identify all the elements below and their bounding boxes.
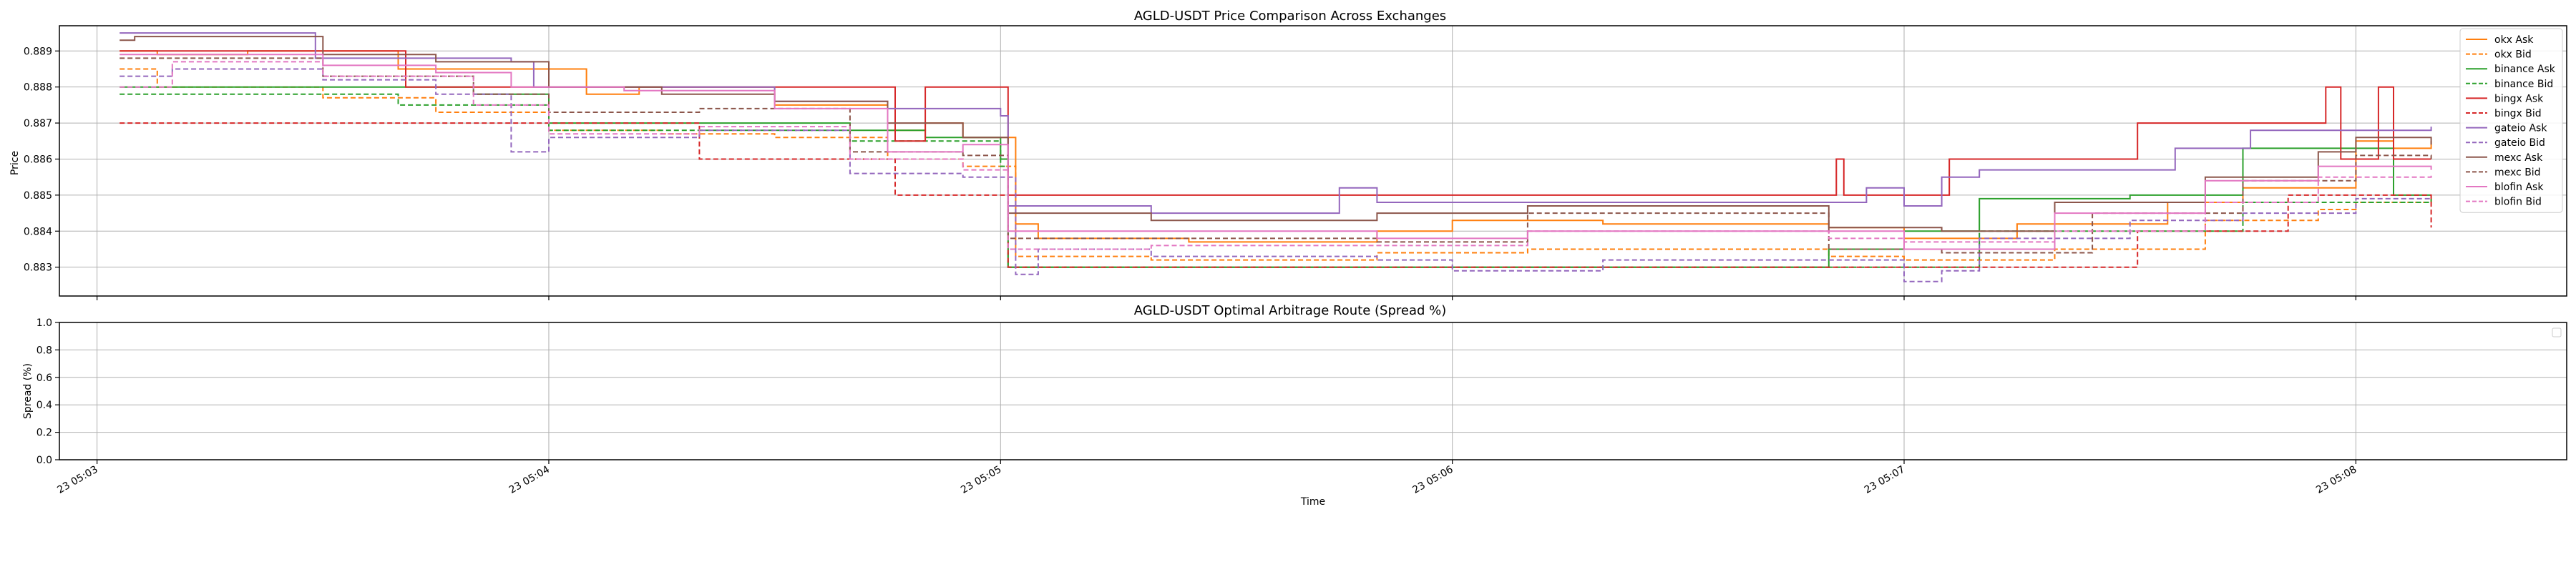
legend-label-okx-bid: okx Bid <box>2494 49 2532 61</box>
spread-chart: AGLD-USDT Optimal Arbitrage Route (Sprea… <box>22 303 2567 508</box>
series-line-okx-bid <box>119 68 2432 261</box>
x-tick-label: 23 05:05 <box>959 464 1003 496</box>
x-tick-label: 23 05:06 <box>1410 464 1455 496</box>
legend-label-gateio-ask: gateio Ask <box>2494 123 2547 134</box>
price-chart-title: AGLD-USDT Price Comparison Across Exchan… <box>1134 9 1446 24</box>
spread-chart-xlabel: Time <box>1300 496 1325 508</box>
y-tick-label: 0.886 <box>24 154 52 165</box>
series-line-mexc-ask <box>119 36 2432 232</box>
spread-chart-x-ticks: 23 05:03 23 05:04 23 05:05 23 05:06 23 05:07… <box>55 460 2358 496</box>
price-chart: AGLD-USDT Price Comparison Across Exchan… <box>9 9 2567 300</box>
price-chart-y-ticks: 0.883 0.884 0.885 0.886 0.887 0.888 0.889 <box>24 46 59 274</box>
y-tick-label: 0.0 <box>36 455 52 466</box>
series-line-mexc-bid <box>119 57 2432 254</box>
y-tick-label: 0.885 <box>24 190 52 202</box>
y-tick-label: 0.6 <box>36 373 52 384</box>
y-tick-label: 0.887 <box>24 118 52 129</box>
legend-label-binance-ask: binance Ask <box>2494 64 2556 75</box>
y-tick-label: 0.888 <box>24 82 52 94</box>
spread-chart-ylabel: Spread (%) <box>22 363 34 419</box>
series-line-blofin-bid <box>119 61 2432 250</box>
x-tick-label: 23 05:04 <box>507 464 552 496</box>
y-tick-label: 0.4 <box>36 400 52 411</box>
legend-label-blofin-ask: blofin Ask <box>2494 182 2544 193</box>
legend-label-bingx-ask: bingx Ask <box>2494 93 2544 104</box>
spread-chart-frame <box>59 322 2567 460</box>
price-chart-legend: okx Ask okx Bid binance Ask binance Bid bing… <box>2459 28 2563 213</box>
series-line-binance-ask <box>119 86 2431 268</box>
spread-chart-y-ticks: 0.0 0.2 0.4 0.6 0.8 1.0 <box>36 317 59 466</box>
legend-label-okx-ask: okx Ask <box>2494 34 2534 46</box>
price-chart-ylabel: Price <box>9 151 21 175</box>
legend-label-blofin-bid: blofin Bid <box>2494 197 2542 208</box>
y-tick-label: 1.0 <box>36 317 52 329</box>
legend-label-binance-bid: binance Bid <box>2494 79 2553 90</box>
y-tick-label: 0.889 <box>24 46 52 57</box>
legend-box <box>2459 28 2563 213</box>
spread-chart-grid <box>59 322 2567 460</box>
price-chart-series <box>119 32 2432 282</box>
x-tick-label: 23 05:03 <box>55 464 99 496</box>
y-tick-label: 0.2 <box>36 428 52 439</box>
series-line-gateio-bid <box>119 68 2431 282</box>
price-chart-frame <box>59 25 2567 297</box>
y-tick-label: 0.8 <box>36 345 52 356</box>
legend-label-mexc-bid: mexc Bid <box>2494 167 2541 178</box>
spread-chart-legend-box <box>2552 327 2562 337</box>
y-tick-label: 0.884 <box>24 226 52 237</box>
x-tick-label: 23 05:08 <box>2314 464 2358 496</box>
legend-label-mexc-ask: mexc Ask <box>2494 152 2543 164</box>
legend-label-gateio-bid: gateio Bid <box>2494 137 2545 149</box>
spread-chart-title: AGLD-USDT Optimal Arbitrage Route (Sprea… <box>1134 303 1447 318</box>
legend-label-bingx-bid: bingx Bid <box>2494 108 2542 119</box>
price-chart-x-ticks <box>97 296 2356 300</box>
series-line-gateio-ask <box>119 32 2432 214</box>
x-tick-label: 23 05:07 <box>1863 464 1907 496</box>
y-tick-label: 0.883 <box>24 262 52 274</box>
series-line-binance-bid <box>119 93 2432 268</box>
